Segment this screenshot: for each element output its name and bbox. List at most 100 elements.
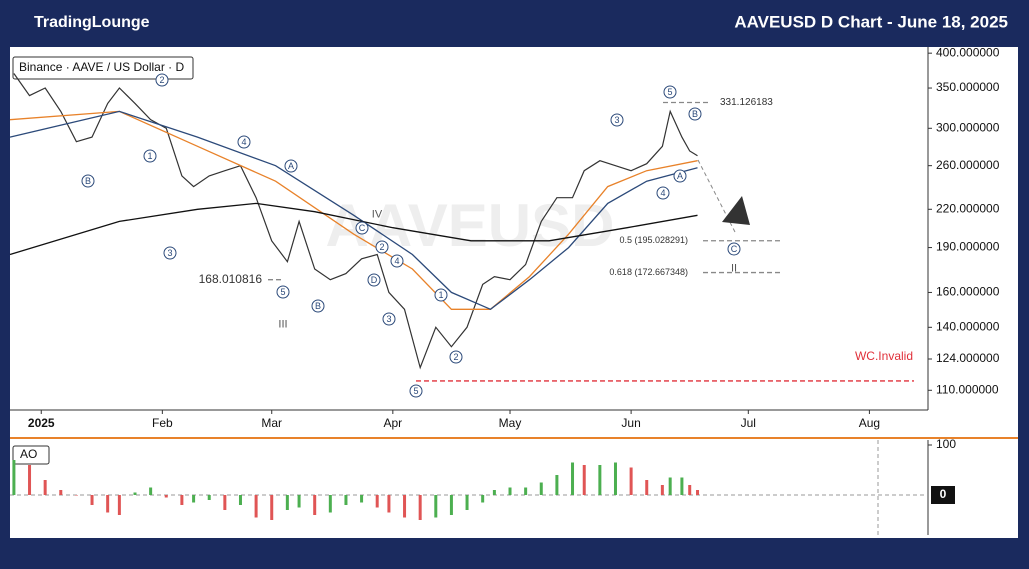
wave-circle: [237, 135, 251, 149]
wave-circle: [663, 85, 677, 99]
wave-label: 5: [280, 287, 285, 297]
ao-bar: [254, 495, 258, 518]
wave-circle: [311, 299, 325, 313]
ao-bar: [465, 495, 469, 510]
ao-bar: [375, 495, 379, 508]
wave-label: 4: [394, 256, 399, 266]
wave-label: D: [371, 275, 378, 285]
x-tick-label: Feb: [152, 416, 173, 430]
moving-average: [9, 110, 698, 311]
wave-label: B: [85, 176, 91, 186]
ao-label-box: [12, 445, 50, 465]
wave-circle: [284, 159, 298, 173]
ao-bar: [539, 482, 543, 495]
wave-label: 4: [241, 137, 246, 147]
wave-label: B: [315, 301, 321, 311]
y-tick-label: 124.000000: [936, 351, 1000, 365]
wave-circle: [449, 350, 463, 364]
level-label: 331.126183: [720, 97, 773, 108]
legend-box: [12, 56, 194, 80]
wave-circle: [382, 312, 396, 326]
ao-bar: [668, 477, 672, 495]
level-label: WC.Invalid: [855, 349, 913, 363]
ao-bar: [313, 495, 317, 515]
ao-label: AO: [20, 447, 37, 461]
ao-bar: [223, 495, 227, 510]
ao-bar: [270, 495, 274, 520]
ao-bar: [680, 477, 684, 495]
wave-label: 3: [614, 115, 619, 125]
wave-label: C: [731, 244, 738, 254]
ao-bar: [43, 480, 47, 495]
wave-circle: [163, 246, 177, 260]
wave-circle: [155, 73, 169, 87]
wave-circle: [688, 107, 702, 121]
wave-label: III: [278, 318, 287, 330]
x-tick-label: Aug: [859, 416, 880, 430]
ao-bar: [117, 495, 121, 515]
ao-bar: [90, 495, 94, 505]
ao-tick-label: 100: [936, 437, 956, 451]
y-tick-label: 190.000000: [936, 240, 1000, 254]
wave-circle: [375, 240, 389, 254]
wave-label: 4: [660, 188, 665, 198]
wave-label: 2: [453, 352, 458, 362]
ao-bar: [180, 495, 184, 505]
wave-label: 1: [438, 290, 443, 300]
x-tick-label: Apr: [383, 416, 402, 430]
wave-label: B: [692, 109, 698, 119]
y-tick-label: 220.000000: [936, 201, 1000, 215]
ao-bar: [164, 495, 168, 498]
wave-label: II: [731, 262, 737, 274]
x-tick-label: Jul: [741, 416, 756, 430]
ao-bar: [344, 495, 348, 505]
ao-bar: [360, 495, 364, 503]
x-tick-label: May: [499, 416, 522, 430]
ao-bar: [74, 495, 78, 496]
ao-bar: [418, 495, 422, 520]
ao-bar: [207, 495, 211, 500]
level-label: 0.618 (172.667348): [609, 267, 688, 277]
ao-bar: [555, 475, 559, 495]
ao-bar: [285, 495, 289, 510]
ao-bar: [598, 465, 602, 495]
moving-average: [9, 110, 698, 310]
x-tick-label: 2025: [28, 416, 55, 430]
ao-bar: [133, 492, 137, 495]
wave-label: 3: [386, 314, 391, 324]
wave-circle: [727, 242, 741, 256]
price-line: [13, 73, 698, 370]
watermark: AAVEUSD: [326, 192, 615, 259]
x-tick-label: Jun: [621, 416, 640, 430]
wave-circle: [81, 174, 95, 188]
y-tick-label: 260.000000: [936, 158, 1000, 172]
logo: TradingLounge: [34, 14, 150, 31]
ao-bar: [481, 495, 485, 503]
ao-bar: [403, 495, 407, 518]
ao-bar: [449, 495, 453, 515]
level-label: 168.010816: [199, 272, 263, 286]
wave-label: A: [288, 161, 294, 171]
y-tick-label: 140.000000: [936, 319, 1000, 333]
wave-circle: [673, 169, 687, 183]
ao-bar: [629, 467, 633, 495]
ao-bar: [149, 487, 153, 495]
wave-label: 3: [167, 248, 172, 258]
ao-bar: [613, 462, 617, 495]
y-tick-label: 110.000000: [936, 382, 999, 396]
y-tick-label: 300.000000: [936, 120, 1000, 134]
ao-bar: [696, 490, 700, 495]
ao-bar: [582, 465, 586, 495]
wave-label: 2: [159, 75, 164, 85]
ao-bar: [524, 487, 528, 495]
direction-triangle: [722, 196, 750, 225]
value-badge: [931, 486, 955, 504]
ao-bar: [571, 462, 575, 495]
x-tick-label: Mar: [261, 416, 282, 430]
wave-label: 5: [667, 87, 672, 97]
ao-bar: [688, 485, 692, 495]
wave-circle: [276, 285, 290, 299]
ao-bar: [492, 490, 496, 495]
wave-label: 1: [147, 151, 152, 161]
